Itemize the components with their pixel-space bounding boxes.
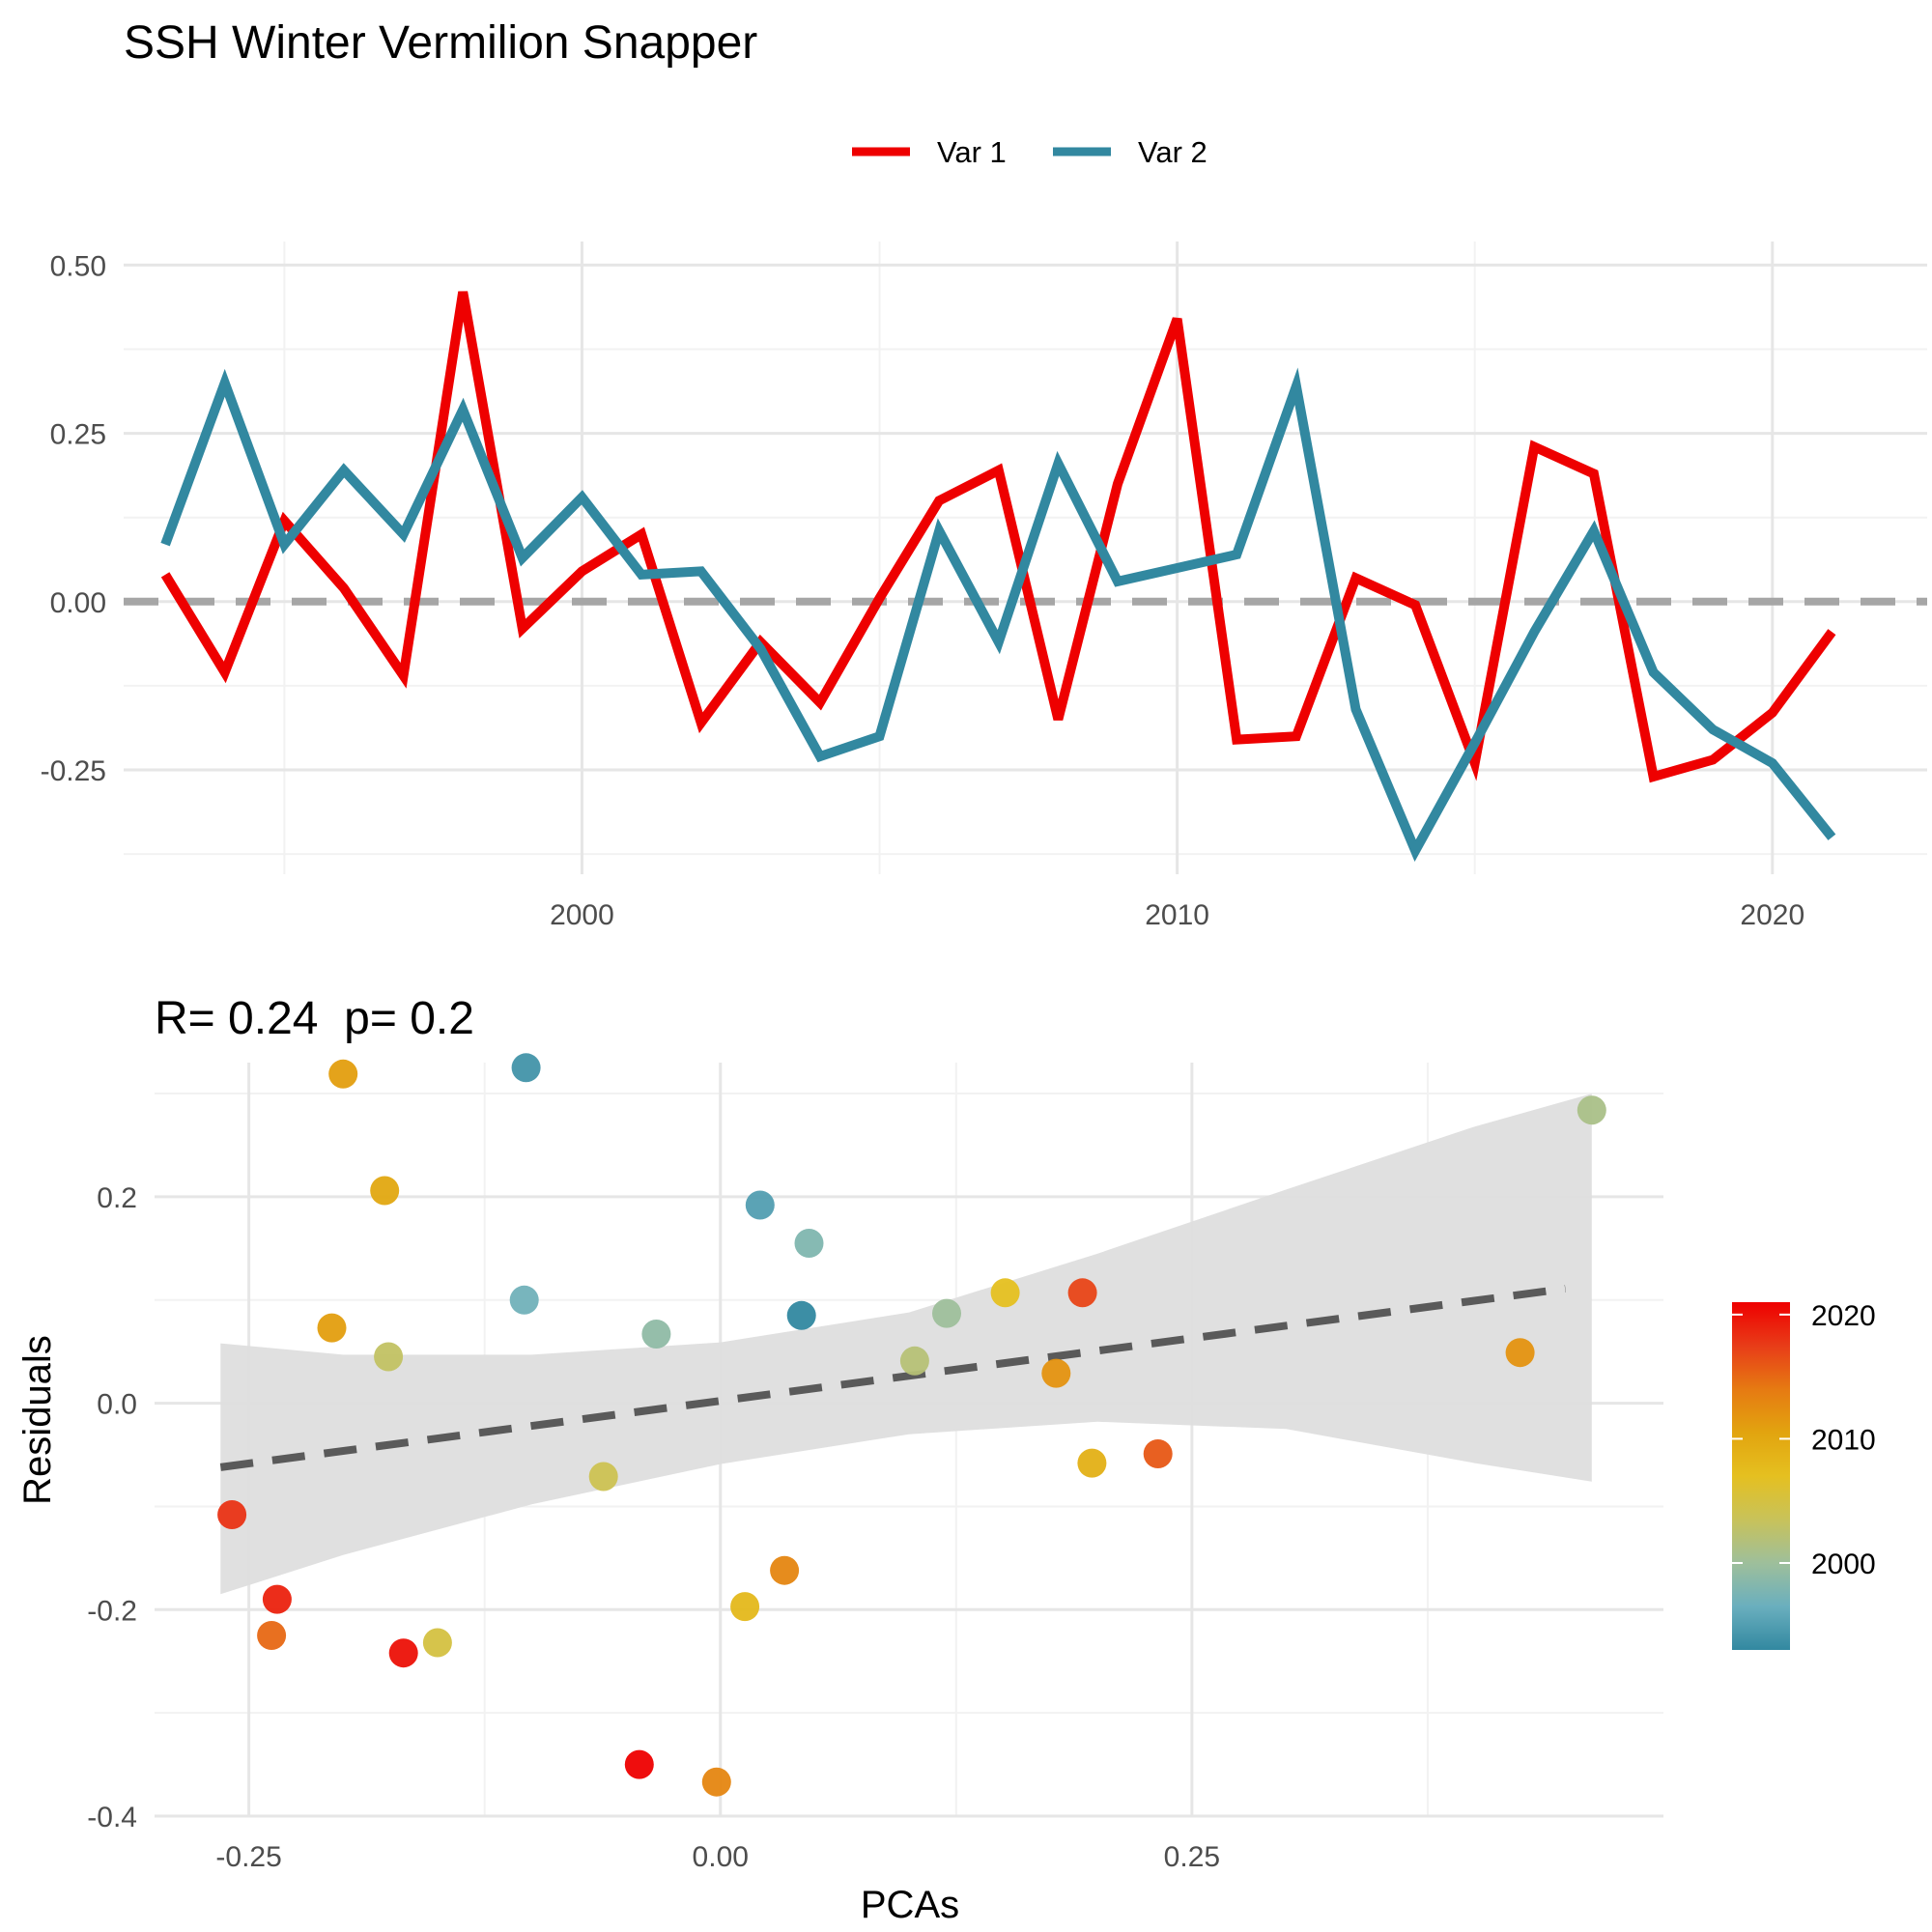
scatter-point-21 (932, 1298, 961, 1328)
bot-x-tick-label-0: -0.25 (215, 1841, 281, 1873)
scatter-point-11 (588, 1462, 618, 1492)
bot-y-tick-label-1: -0.2 (87, 1595, 137, 1627)
scatter-point-8 (422, 1628, 452, 1658)
line-chart-major-grid (124, 242, 1927, 874)
scatter-point-15 (730, 1592, 760, 1622)
line-series-2 (160, 367, 1836, 863)
confidence-ribbon (220, 1094, 1592, 1595)
color-scale-legend: 2000 2010 2020 (1732, 1300, 1876, 1650)
scatter-point-2 (257, 1621, 287, 1650)
top-x-tick-label-1: 2010 (1145, 899, 1209, 931)
legend: Var 1 Var 2 (852, 135, 1208, 169)
line-chart-panel: -0.25 0.00 0.25 0.50 2000 2010 2020 (41, 242, 1927, 931)
scatter-point-1 (262, 1584, 292, 1614)
scatter-x-tick-labels: -0.25 0.00 0.25 (215, 1841, 1220, 1873)
scatter-point-10 (511, 1053, 541, 1083)
scatter-point-4 (328, 1059, 358, 1089)
top-y-tick-label-3: 0.50 (50, 250, 106, 282)
line-chart-y-tick-labels: -0.25 0.00 0.25 0.50 (41, 250, 106, 787)
top-y-tick-label-0: -0.25 (41, 755, 106, 787)
scatter-point-22 (990, 1278, 1020, 1308)
top-x-tick-label-2: 2020 (1740, 899, 1804, 931)
scatter-point-17 (770, 1555, 800, 1585)
bot-y-tick-label-2: 0.0 (97, 1389, 137, 1421)
bot-y-tick-label-0: -0.4 (87, 1802, 137, 1833)
color-scale-ticks: 2000 2010 2020 (1732, 1300, 1876, 1580)
legend-label-var2: Var 2 (1138, 135, 1208, 169)
scatter-minor-grid (155, 1063, 1663, 1816)
legend-label-var1: Var 1 (937, 135, 1007, 169)
scatter-point-19 (794, 1229, 824, 1258)
scatter-point-12 (641, 1320, 671, 1349)
scatter-point-27 (1505, 1338, 1535, 1368)
scatter-point-6 (374, 1342, 404, 1372)
scatter-point-25 (1077, 1448, 1107, 1478)
top-y-tick-label-2: 0.25 (50, 419, 106, 451)
scatter-y-tick-labels: -0.4 -0.2 0.0 0.2 (87, 1182, 137, 1833)
color-scale-bar (1732, 1302, 1790, 1650)
cbar-tick-label-2: 2020 (1811, 1300, 1876, 1332)
line-chart-series (160, 291, 1836, 863)
y-axis-label: Residuals (16, 1335, 59, 1505)
scatter-point-3 (317, 1313, 347, 1343)
line-series-1 (160, 291, 1836, 783)
scatter-point-20 (899, 1346, 929, 1376)
scatter-point-0 (217, 1500, 247, 1529)
scatter-point-24 (1067, 1278, 1097, 1308)
top-y-tick-label-1: 0.00 (50, 587, 106, 619)
scatter-point-16 (745, 1190, 775, 1220)
scatter-point-7 (388, 1638, 418, 1668)
bot-x-tick-label-1: 0.00 (693, 1841, 749, 1873)
scatter-point-5 (370, 1176, 400, 1206)
scatter-point-14 (701, 1767, 731, 1797)
scatter-title: R= 0.24 p= 0.2 (155, 993, 474, 1044)
scatter-point-28 (1577, 1095, 1606, 1125)
figure-title: SSH Winter Vermilion Snapper (124, 17, 757, 69)
scatter-point-13 (624, 1749, 654, 1779)
scatter-panel: -0.4 -0.2 0.0 0.2 -0.25 0.00 0.25 (87, 1053, 1663, 1873)
cbar-tick-label-0: 2000 (1811, 1548, 1876, 1580)
regression-fit-line (219, 1285, 1566, 1471)
scatter-point-23 (1041, 1358, 1071, 1388)
top-x-tick-label-0: 2000 (550, 899, 614, 931)
scatter-points (217, 1053, 1606, 1797)
scatter-point-26 (1143, 1439, 1173, 1468)
scatter-point-18 (786, 1300, 816, 1330)
line-chart-x-tick-labels: 2000 2010 2020 (550, 899, 1804, 931)
bot-x-tick-label-2: 0.25 (1164, 1841, 1220, 1873)
cbar-tick-label-1: 2010 (1811, 1424, 1876, 1456)
x-axis-label: PCAs (861, 1884, 959, 1926)
bot-y-tick-label-3: 0.2 (97, 1182, 137, 1214)
scatter-point-9 (509, 1285, 539, 1315)
